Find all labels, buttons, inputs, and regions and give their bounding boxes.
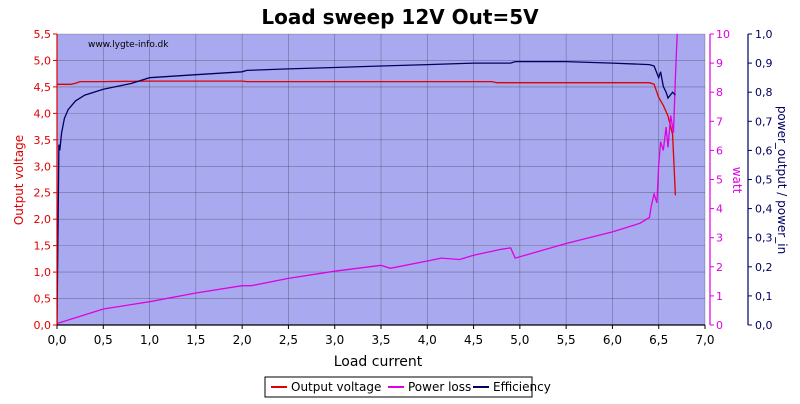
legend: Output voltage Power loss Efficiency [264, 376, 551, 398]
y-left-tick-label: 1,5 [34, 240, 52, 253]
y-right1-tick-label: 9 [716, 57, 723, 70]
series-line-efficiency [57, 60, 676, 325]
y-left-tick-label: 0,5 [34, 293, 52, 306]
y-right1-tick-label: 3 [716, 232, 723, 245]
x-tick-label: 1,0 [140, 333, 159, 347]
x-tick-label: 7,0 [695, 333, 714, 347]
x-tick-label: 1,5 [186, 333, 205, 347]
legend-label: Output voltage [291, 380, 381, 394]
y-right2-tick-label: 0,5 [755, 174, 773, 187]
y-left-tick-label: 5,0 [34, 54, 52, 67]
x-tick-label: 2,5 [279, 333, 298, 347]
series-line-output-voltage [57, 80, 677, 196]
y-right1-tick-label: 0 [716, 319, 723, 332]
x-tick-label: 4,5 [464, 333, 483, 347]
y-right2-tick-label: 0,1 [755, 290, 773, 303]
y-right1-tick-label: 8 [716, 86, 723, 99]
y-right1-tick-label: 1 [716, 290, 723, 303]
axes-layer [53, 33, 752, 329]
x-tick-label: 5,0 [510, 333, 529, 347]
y-right2-tick-label: 0,7 [755, 115, 773, 128]
watermark: www.lygte-info.dk [88, 40, 169, 50]
x-tick-label: 0,5 [94, 333, 113, 347]
x-tick-label: 2,0 [233, 333, 252, 347]
y-right2-tick-label: 0,6 [755, 144, 773, 157]
y-right1-tick-label: 7 [716, 115, 723, 128]
y-left-tick-label: 5,5 [34, 28, 52, 41]
x-tick-label: 6,5 [649, 333, 668, 347]
x-tick-label: 0,0 [47, 333, 66, 347]
tick-labels: 0,0 0,5 1,0 1,5 2,0 2,5 3,0 3,5 4,0 4,5 5,0 5,5 6,0 6… [34, 28, 773, 347]
y-right2-axis-label: power_output / power_in [775, 106, 789, 254]
y-right2-tick-label: 0,8 [755, 86, 773, 99]
legend-label: Efficiency [493, 380, 551, 394]
series-line-power-loss [57, 34, 678, 325]
y-left-tick-label: 1,0 [34, 266, 52, 279]
y-left-tick-label: 4,5 [34, 81, 52, 94]
y-right1-tick-label: 6 [716, 144, 723, 157]
x-tick-label: 4,0 [418, 333, 437, 347]
y-right1-tick-label: 4 [716, 203, 723, 216]
y-left-tick-label: 3,5 [34, 134, 52, 147]
x-tick-label: 6,0 [603, 333, 622, 347]
y-right1-axis-label: watt [730, 167, 744, 194]
x-tick-label: 3,0 [325, 333, 344, 347]
y-right1-tick-label: 2 [716, 261, 723, 274]
y-right1-tick-label: 10 [716, 28, 730, 41]
y-right2-tick-label: 0,2 [755, 261, 773, 274]
y-right1-tick-label: 5 [716, 174, 723, 187]
y-left-tick-label: 4,0 [34, 107, 52, 120]
series-layer [57, 34, 678, 325]
y-right2-tick-label: 0,9 [755, 57, 773, 70]
y-left-axis-label: Output voltage [12, 135, 26, 225]
x-tick-label: 5,5 [557, 333, 576, 347]
y-left-tick-label: 0,0 [34, 319, 52, 332]
chart-title: Load sweep 12V Out=5V [261, 5, 539, 29]
y-left-tick-label: 3,0 [34, 160, 52, 173]
y-left-tick-label: 2,5 [34, 187, 52, 200]
x-tick-label: 3,5 [371, 333, 390, 347]
legend-label: Power loss [408, 380, 471, 394]
x-axis-label: Load current [334, 354, 423, 370]
y-right2-tick-label: 1,0 [755, 28, 773, 41]
y-left-tick-label: 2,0 [34, 213, 52, 226]
y-right2-tick-label: 0,3 [755, 232, 773, 245]
y-right2-tick-label: 0,0 [755, 319, 773, 332]
y-right2-tick-label: 0,4 [755, 203, 773, 216]
